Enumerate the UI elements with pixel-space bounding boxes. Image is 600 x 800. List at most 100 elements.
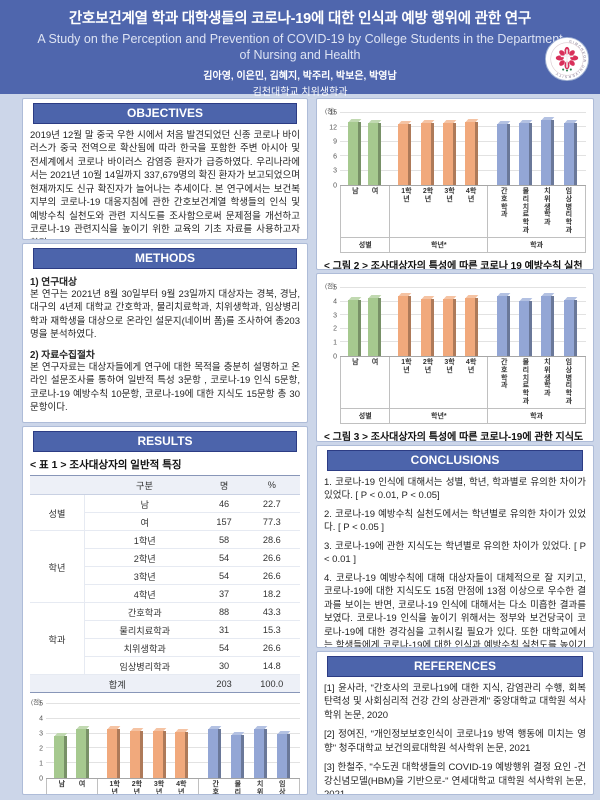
bar-여 bbox=[368, 297, 382, 356]
right-column: (점) 0 3 6 9 12 15 남 여 1학년 2학년 3학년 4학년 간호학과 물리치료학과 치위생… bbox=[316, 98, 594, 795]
bar-3학년 bbox=[443, 122, 457, 185]
table-group-cell: 학과 bbox=[30, 602, 85, 675]
table-cell: 54 bbox=[204, 638, 244, 657]
bar-물리치료학과 bbox=[519, 300, 533, 356]
category-label: 1학년 bbox=[109, 781, 120, 795]
group-label: 성별 bbox=[340, 237, 389, 252]
category-label: 치위생학과 bbox=[544, 359, 551, 398]
table-row: 치위생학과 54 26.6 bbox=[30, 638, 300, 657]
table-cell: 54 bbox=[204, 566, 244, 585]
category-label: 남 bbox=[352, 359, 359, 366]
category-label-group: 1학년 2학년 3학년 4학년 bbox=[97, 779, 198, 795]
bar-group bbox=[46, 704, 97, 778]
category-label: 3학년 bbox=[444, 188, 455, 203]
table-header-cell: 명 bbox=[204, 475, 244, 495]
table-group-cell: 성별 bbox=[30, 494, 85, 531]
bar-물리치료학과 bbox=[519, 122, 533, 185]
table-total-row: 합계 203 100.0 bbox=[30, 674, 300, 693]
table-cell: 4학년 bbox=[84, 584, 205, 603]
y-axis-tick: 0 bbox=[333, 353, 337, 361]
table-row: 2학년 54 26.6 bbox=[30, 548, 300, 567]
y-axis-tick: 1 bbox=[39, 760, 43, 768]
table-total-label: 합계 bbox=[30, 674, 205, 693]
bar-1학년 bbox=[106, 728, 120, 778]
gridline bbox=[340, 112, 586, 113]
table-cell: 31 bbox=[204, 620, 244, 639]
y-axis-tick: 4 bbox=[39, 715, 43, 723]
table-cell: 남 bbox=[84, 494, 205, 513]
table-header-cell: 구분 bbox=[84, 475, 205, 495]
table-cell: 간호학과 bbox=[84, 602, 205, 621]
category-label: 물리치료학과 bbox=[522, 359, 530, 406]
results-title-bar: RESULTS bbox=[33, 431, 297, 452]
figure3-y-axis: 0 1 2 3 4 5 bbox=[324, 285, 340, 361]
y-axis-tick: 6 bbox=[333, 153, 337, 161]
category-label: 2학년 bbox=[131, 781, 143, 795]
bar-4학년 bbox=[465, 298, 479, 356]
table-cell: 여 bbox=[84, 512, 205, 531]
page-title-korean: 간호보건계열 학과 대학생들의 코로나-19에 대한 인식과 예방 행위에 관한… bbox=[68, 11, 532, 27]
figure3-category-labels: 남 여 1학년 2학년 3학년 4학년 간호학과 물리치료학과 치위생학과 임상병리학과 bbox=[340, 357, 586, 409]
y-axis-tick: 0 bbox=[333, 182, 337, 190]
objectives-title-bar: OBJECTIVES bbox=[33, 103, 297, 124]
bar-간호학과 bbox=[496, 296, 510, 356]
method-item-2-heading: 2) 자료수집절차 bbox=[30, 349, 95, 361]
bar-group bbox=[389, 113, 487, 185]
figure1-y-axis: 0 1 2 3 4 5 bbox=[30, 701, 46, 783]
category-label: 2학년 bbox=[422, 188, 434, 203]
table-cell: 54 bbox=[204, 548, 244, 567]
objectives-body: 2019년 12월 말 중국 우한 시에서 처음 발견되었던 신종 코로나 바이… bbox=[30, 130, 300, 239]
references-title-bar: REFERENCES bbox=[327, 656, 583, 677]
bar-간호학과 bbox=[208, 728, 222, 778]
y-axis-tick: 9 bbox=[333, 138, 337, 146]
group-label: 학년* bbox=[389, 408, 487, 423]
content-columns: OBJECTIVES 2019년 12월 말 중국 우한 시에서 처음 발견되었… bbox=[0, 94, 600, 795]
table-cell: 77.3 bbox=[243, 512, 300, 531]
category-label: 임상병리학과 bbox=[565, 188, 573, 235]
bar-group bbox=[488, 113, 586, 185]
gridline bbox=[340, 327, 586, 329]
category-label: 여 bbox=[371, 359, 379, 366]
table-row: 여 157 77.3 bbox=[30, 512, 300, 531]
table-row: 3학년 54 26.6 bbox=[30, 566, 300, 585]
table-cell: 임상병리학과 bbox=[84, 656, 205, 675]
bar-group bbox=[198, 704, 300, 778]
table1-caption: < 표 1 > 조사대상자의 일반적 특징 bbox=[30, 459, 182, 471]
table-cell: 3학년 bbox=[84, 566, 205, 585]
category-label: 4학년 bbox=[465, 188, 477, 203]
gridline bbox=[340, 155, 586, 157]
objectives-section: OBJECTIVES 2019년 12월 말 중국 우한 시에서 처음 발견되었… bbox=[22, 98, 308, 240]
gridline bbox=[340, 140, 586, 142]
bar-group bbox=[389, 288, 487, 356]
table-cell: 26.6 bbox=[243, 548, 300, 567]
bar-4학년 bbox=[465, 122, 479, 185]
table-header-cell: % bbox=[243, 475, 300, 495]
figure2-unit-label: (점) bbox=[325, 108, 336, 115]
category-label: 여 bbox=[78, 781, 86, 788]
bar-남 bbox=[54, 735, 68, 778]
category-label: 4학년 bbox=[465, 359, 477, 374]
category-label: 물리치료학과 bbox=[234, 781, 242, 795]
gridline bbox=[340, 169, 586, 171]
bar-임상병리학과 bbox=[563, 123, 577, 185]
gridline bbox=[46, 747, 300, 749]
category-label: 간호학과 bbox=[212, 781, 219, 795]
gridline bbox=[340, 287, 586, 288]
bar-2학년 bbox=[420, 123, 434, 185]
bar-4학년 bbox=[175, 732, 189, 778]
method-item-1-body: 본 연구는 2021년 8월 30일부터 9월 23일까지 대상자는 경북, 경… bbox=[30, 289, 300, 341]
figure3-plot-area bbox=[340, 287, 586, 357]
conclusions-section: CONCLUSIONS 1. 코로나-19 인식에 대해서는 성별, 학년, 학… bbox=[316, 445, 594, 648]
figure3-group-labels: 성별 학년* 학과 bbox=[340, 408, 586, 424]
y-axis-tick: 15 bbox=[329, 109, 337, 117]
category-label: 남 bbox=[352, 188, 359, 195]
figure3-unit-label: (점) bbox=[325, 283, 336, 290]
reference-item-3: [3] 한철주, "수도권 대학생들의 COVID-19 예방행위 결정 요인 … bbox=[324, 762, 586, 795]
table-cell: 28.6 bbox=[243, 530, 300, 549]
conclusions-title-bar: CONCLUSIONS bbox=[327, 450, 583, 471]
figure2-y-axis: 0 3 6 9 12 15 bbox=[324, 109, 340, 190]
table-row: 학과 간호학과 88 43.3 bbox=[30, 602, 300, 675]
